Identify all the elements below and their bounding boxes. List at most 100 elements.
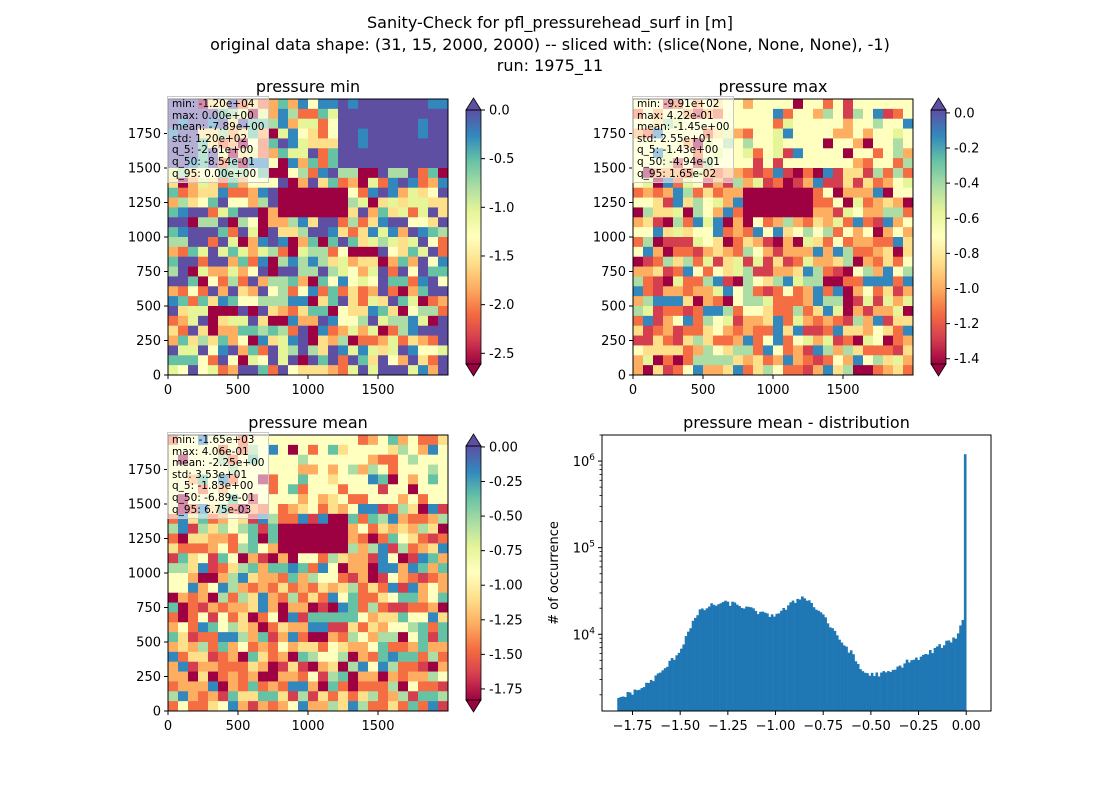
figure-title-line2: original data shape: (31, 15, 2000, 2000… [210, 35, 890, 54]
histogram-bar [733, 602, 737, 711]
colorbar-2 [466, 446, 481, 700]
hist-y-tick-label-2: 106 [573, 453, 596, 470]
hist-x-tick-label-2: −1.25 [708, 719, 748, 734]
histogram-bar [745, 606, 748, 711]
x-tick-label-0-3: 1500 [361, 383, 394, 398]
histogram-bar [933, 647, 937, 711]
histogram-bar [652, 681, 655, 711]
colorbar-extend-max-0 [465, 97, 482, 111]
heatmap-2 [168, 435, 449, 712]
colorbar-tick-label-2-7: -1.75 [489, 682, 523, 697]
panel-title-0: pressure min [256, 77, 360, 96]
histogram-bar [861, 671, 865, 711]
histogram-bar [728, 605, 732, 711]
y-tick-label-0-4: 1000 [128, 231, 161, 246]
histogram-bar [849, 650, 853, 711]
histogram-bar [917, 659, 920, 711]
histogram-bar [621, 696, 625, 711]
histogram-bar [635, 690, 639, 711]
colorbar-tick-label-1-1: -0.2 [954, 142, 979, 157]
histogram-bar [721, 601, 725, 711]
colorbar-tick-label-0-3: -1.5 [489, 249, 514, 264]
histogram-bar [912, 659, 916, 711]
heatmap-0 [168, 99, 449, 376]
histogram-bar [752, 608, 755, 711]
colorbar-tick-label-2-5: -1.25 [489, 613, 523, 628]
histogram-bar [773, 616, 776, 711]
colorbar-1 [931, 110, 946, 364]
y-tick-label-1-0: 0 [618, 369, 626, 384]
histogram-bar [856, 663, 860, 711]
y-tick-label-0-3: 750 [136, 265, 161, 280]
histogram-bar [714, 605, 718, 711]
histogram-bar [705, 608, 709, 711]
histogram-bar [756, 614, 760, 711]
histogram-bar [617, 697, 620, 711]
colorbar-extend-max-1 [930, 97, 947, 111]
histogram-bar [787, 605, 790, 711]
histogram-bar [724, 600, 727, 711]
histogram-ylabel: # of occurrence [547, 521, 562, 625]
histogram-bar [814, 609, 818, 711]
histogram-bar [840, 642, 844, 711]
histogram-bar [826, 623, 830, 711]
histogram-bar [747, 606, 751, 711]
histogram-bar [833, 630, 837, 711]
hist-x-tick-label-7: 0.00 [952, 719, 981, 734]
y-tick-label-1-1: 250 [601, 334, 626, 349]
x-tick-label-2-1: 500 [226, 719, 251, 734]
histogram-bar [680, 648, 683, 711]
y-tick-label-2-1: 250 [136, 670, 161, 685]
histogram-bar [949, 642, 953, 711]
histogram-bar [656, 673, 660, 711]
y-tick-label-2-0: 0 [153, 705, 161, 720]
panel-title-1: pressure max [718, 77, 827, 96]
y-tick-label-0-5: 1250 [128, 196, 161, 211]
histogram-bar [633, 689, 637, 711]
histogram-bar [687, 631, 690, 711]
histogram-bar [882, 671, 886, 711]
histogram-bar [731, 601, 734, 711]
histogram-bar [873, 676, 876, 711]
colorbar-tick-label-1-6: -1.2 [954, 317, 979, 332]
histogram-bar [947, 640, 951, 711]
histogram-bar [924, 654, 927, 711]
histogram-bar [901, 667, 904, 711]
histogram-bar [780, 610, 783, 711]
hist-y-tick-label-0: 104 [573, 626, 596, 643]
colorbar-extend-min-1 [930, 363, 947, 377]
histogram-bar [908, 662, 911, 711]
histogram-bar [763, 612, 767, 711]
hist-x-tick-label-5: −0.50 [851, 719, 891, 734]
histogram-bar [640, 688, 644, 711]
histogram-bar [847, 652, 851, 711]
colorbar-tick-label-0-2: -1.0 [489, 201, 514, 216]
histogram-bar [835, 635, 839, 711]
histogram-bar [821, 614, 825, 711]
histogram-bar [770, 614, 774, 711]
x-tick-label-1-2: 1000 [756, 383, 789, 398]
hist-x-tick-label-3: −1.00 [756, 719, 796, 734]
histogram-bar [701, 608, 704, 711]
histogram-bar [859, 669, 862, 711]
histogram-bar [738, 606, 741, 711]
histogram-bar [675, 655, 679, 711]
histogram-bar [866, 673, 869, 711]
histogram-bar [956, 633, 960, 711]
histogram-bar [663, 668, 667, 711]
histogram-bar [684, 636, 688, 711]
histogram-bar [626, 692, 630, 711]
histogram-bar [698, 609, 702, 711]
hist-x-tick-label-6: −0.25 [899, 719, 939, 734]
hist-y-tick-label-1: 105 [573, 540, 595, 557]
histogram-bar [870, 672, 874, 711]
histogram-bar [801, 596, 804, 711]
histogram-bar [808, 600, 811, 711]
histogram-bar [782, 607, 786, 711]
histogram-bar [884, 672, 888, 711]
y-tick-label-0-1: 250 [136, 334, 161, 349]
histogram-bar [742, 608, 746, 711]
histogram-bar [670, 658, 674, 711]
colorbar-tick-label-1-4: -0.8 [954, 247, 979, 262]
histogram-bar [798, 599, 802, 711]
